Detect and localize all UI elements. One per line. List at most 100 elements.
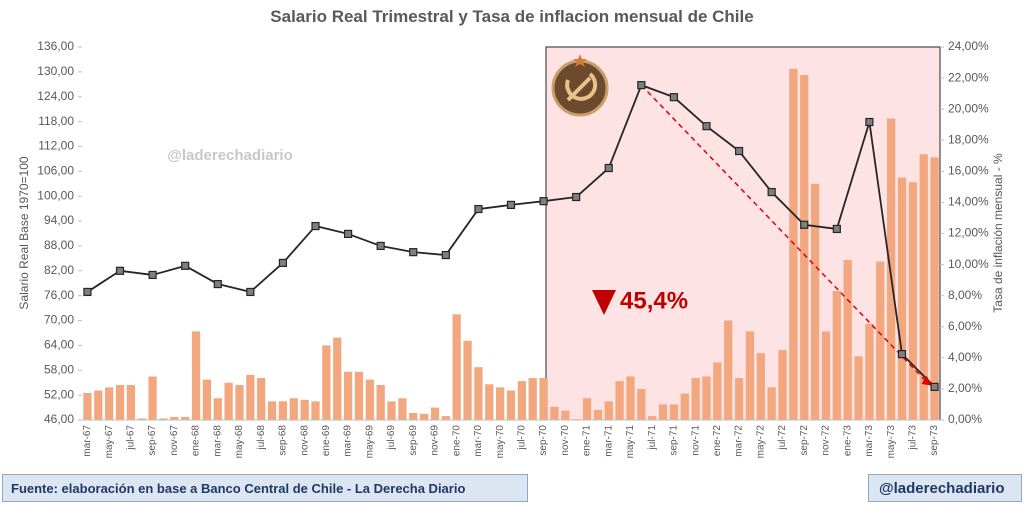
line-marker bbox=[865, 117, 874, 127]
line-marker bbox=[637, 81, 646, 90]
x-tick-label: mar-72 bbox=[734, 425, 745, 457]
bar bbox=[267, 401, 277, 420]
y2-tick-label: 0,00% bbox=[948, 412, 982, 426]
bar bbox=[398, 398, 407, 420]
down-arrow-icon bbox=[592, 290, 616, 315]
line-marker bbox=[148, 270, 157, 280]
y-tick-label: 124,00 bbox=[37, 89, 74, 103]
bar bbox=[886, 118, 896, 420]
bar bbox=[105, 387, 114, 420]
bar bbox=[897, 177, 907, 420]
x-tick-label: jul-68 bbox=[256, 425, 267, 451]
x-tick-label: sep-67 bbox=[147, 425, 158, 456]
bar bbox=[658, 404, 668, 420]
highlight-region bbox=[545, 46, 941, 421]
x-tick-label: nov-70 bbox=[560, 425, 571, 456]
x-tick-label: nov-72 bbox=[821, 425, 832, 456]
bar bbox=[767, 387, 776, 420]
y-tick-label: 118,00 bbox=[38, 114, 74, 128]
y2-tick-label: 24,00% bbox=[948, 39, 989, 53]
bar bbox=[854, 356, 863, 420]
bar bbox=[441, 416, 450, 420]
bar bbox=[724, 320, 733, 420]
bar bbox=[561, 410, 570, 420]
bar bbox=[506, 390, 516, 420]
x-tick-label: sep-71 bbox=[669, 425, 680, 456]
line-connector bbox=[152, 264, 186, 276]
bar bbox=[810, 183, 820, 420]
line-connector bbox=[478, 204, 512, 210]
line-marker bbox=[246, 287, 255, 297]
line-connector bbox=[868, 121, 903, 355]
bar bbox=[300, 399, 309, 420]
trend-arrow bbox=[640, 84, 928, 383]
bar bbox=[137, 418, 146, 420]
line-connector bbox=[445, 208, 480, 256]
x-tick-label: mar-69 bbox=[343, 425, 354, 457]
bar bbox=[126, 385, 136, 420]
x-tick-label: sep-73 bbox=[929, 425, 940, 456]
line-connector bbox=[184, 265, 219, 285]
bar bbox=[734, 378, 744, 420]
bar bbox=[257, 378, 266, 420]
line-connector bbox=[119, 269, 153, 276]
y-tick-label: 130,00 bbox=[37, 64, 74, 78]
line-marker bbox=[572, 192, 581, 202]
x-tick-label: nov-67 bbox=[169, 425, 180, 456]
x-tick-label: ene-71 bbox=[582, 425, 593, 457]
bar bbox=[756, 353, 765, 420]
bar bbox=[463, 340, 472, 420]
x-tick-label: ene-70 bbox=[451, 425, 462, 457]
y-tick-label: 106,00 bbox=[37, 164, 74, 178]
x-tick-label: nov-69 bbox=[430, 425, 441, 456]
line-marker bbox=[832, 224, 841, 234]
bar bbox=[170, 416, 179, 420]
line-connector bbox=[282, 225, 317, 264]
bar bbox=[333, 337, 342, 420]
bar bbox=[582, 398, 592, 420]
bar bbox=[517, 381, 526, 420]
y-axis-label: Salario Real Base 1970=100 bbox=[17, 156, 31, 309]
bar bbox=[213, 398, 222, 420]
y2-tick-label: 16,00% bbox=[948, 164, 989, 178]
line-marker bbox=[930, 382, 939, 391]
y-tick-label: 112,00 bbox=[38, 139, 74, 153]
y2-axis-label: Tasa de inflación mensual - % bbox=[991, 153, 1005, 313]
x-tick-label: sep-68 bbox=[278, 425, 289, 456]
bar bbox=[387, 401, 396, 420]
bar bbox=[550, 406, 559, 420]
line-marker bbox=[474, 204, 483, 214]
bar bbox=[930, 157, 939, 421]
bar bbox=[148, 376, 157, 420]
bar bbox=[593, 409, 603, 420]
x-tick-label: may-72 bbox=[755, 425, 766, 459]
y2-tick-label: 2,00% bbox=[948, 381, 982, 395]
line-connector bbox=[673, 96, 708, 127]
line-connector bbox=[86, 270, 121, 293]
x-tick-label: mar-71 bbox=[603, 425, 614, 457]
bar bbox=[680, 393, 689, 420]
bar bbox=[626, 376, 635, 420]
trend-arrow-head bbox=[921, 375, 933, 386]
y2-tick-label: 6,00% bbox=[948, 319, 982, 333]
y-tick-label: 82,00 bbox=[44, 263, 74, 277]
line-connector bbox=[804, 223, 837, 230]
y-tick-label: 58,00 bbox=[44, 362, 74, 376]
x-tick-label: sep-69 bbox=[408, 425, 419, 456]
x-tick-label: jul-69 bbox=[386, 425, 397, 451]
x-tick-label: ene-69 bbox=[321, 425, 332, 457]
line-marker bbox=[734, 146, 744, 156]
line-marker bbox=[83, 287, 92, 297]
x-tick-label: may-71 bbox=[625, 425, 636, 459]
bar bbox=[496, 387, 505, 420]
footer-handle-text: @laderechadiario bbox=[879, 480, 1005, 497]
line-connector bbox=[380, 245, 414, 254]
x-tick-label: mar-73 bbox=[864, 425, 875, 457]
footer-handle: @laderechadiario bbox=[868, 474, 1022, 502]
bar bbox=[376, 385, 385, 420]
chart-title: Salario Real Trimestral y Tasa de inflac… bbox=[270, 7, 753, 26]
x-tick-label: mar-68 bbox=[212, 425, 223, 457]
bar bbox=[94, 390, 103, 420]
x-tick-label: jul-73 bbox=[907, 425, 918, 451]
line-connector bbox=[249, 262, 284, 293]
